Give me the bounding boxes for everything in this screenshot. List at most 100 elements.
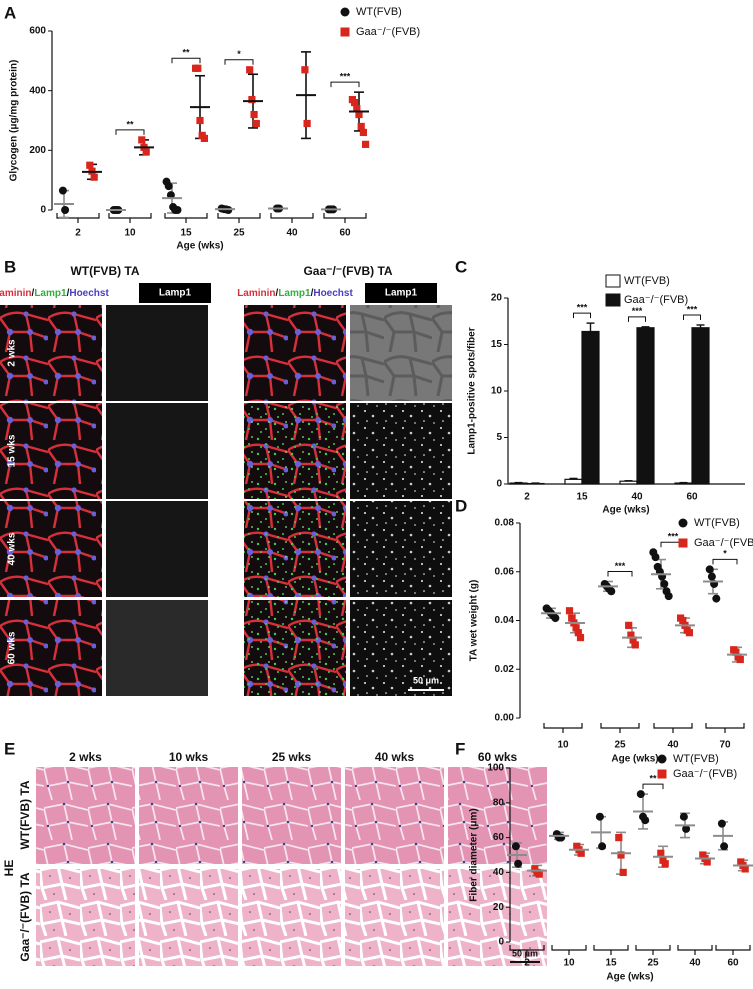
- row-label: Gaa⁻/⁻(FVB) TA: [18, 872, 32, 961]
- data-point: [629, 636, 637, 644]
- group-bracket: [543, 723, 583, 733]
- row-label: WT(FVB) TA: [18, 780, 32, 849]
- scale-bar-label: 50 μm: [413, 675, 439, 685]
- group-bracket: [164, 213, 208, 223]
- data-point: [86, 161, 94, 169]
- x-axis-label: Age (wks): [602, 505, 649, 516]
- significance-label: ***: [687, 304, 698, 314]
- bar: [564, 478, 583, 485]
- data-point: [572, 624, 580, 632]
- micrograph: [350, 403, 452, 499]
- x-tick-label: 15: [605, 958, 617, 969]
- significance-label: *: [723, 549, 727, 559]
- micrograph: [139, 869, 238, 966]
- data-point: [576, 633, 585, 642]
- legend-label: WT(FVB): [624, 275, 670, 287]
- stain-part: Lamp1: [278, 288, 311, 299]
- data-point: [574, 629, 582, 637]
- data-point: [568, 614, 576, 622]
- data-point: [682, 824, 691, 833]
- data-point: [357, 122, 365, 131]
- panel-letter: E: [4, 739, 15, 758]
- micrograph: [106, 305, 208, 401]
- data-point: [577, 849, 585, 857]
- group-bracket: [551, 945, 587, 955]
- data-point: [617, 851, 625, 859]
- scale-bar-label: 50 μm: [512, 948, 538, 958]
- data-point: [627, 631, 635, 639]
- legend-label: Gaa⁻/⁻(FVB): [694, 537, 753, 549]
- data-point: [61, 206, 70, 214]
- group-bracket: [323, 213, 367, 223]
- data-point: [703, 858, 711, 866]
- x-tick-label: 60: [339, 228, 351, 239]
- group-bracket: [108, 213, 152, 223]
- group-bracket: [653, 723, 693, 733]
- legend-marker: [678, 538, 688, 548]
- bar: [636, 327, 655, 485]
- bar: [619, 480, 638, 485]
- significance-bracket: [683, 314, 701, 320]
- data-point: [661, 860, 669, 868]
- micrograph: [36, 869, 135, 966]
- significance-bracket: [642, 783, 664, 790]
- data-point: [200, 134, 208, 142]
- y-tick-label: 0: [496, 479, 502, 490]
- y-axis-label: Lamp1-positive spots/fiber: [467, 327, 478, 454]
- stain-label: Laminin/Lamp1/Hoechst: [0, 288, 109, 299]
- data-point: [194, 64, 202, 72]
- data-point: [565, 607, 574, 615]
- micrograph: [106, 501, 208, 597]
- data-point: [557, 833, 566, 842]
- x-tick-label: 25: [614, 740, 626, 751]
- y-axis-label: TA wet weight (g): [469, 580, 480, 662]
- legend-swatch: [605, 293, 621, 307]
- micrograph: [244, 600, 346, 696]
- group-bracket: [705, 723, 745, 733]
- y-tick-label: 200: [29, 145, 46, 156]
- group-bracket: [593, 945, 629, 955]
- legend-label: Gaa⁻/⁻(FVB): [673, 768, 737, 780]
- group-bracket: [635, 945, 671, 955]
- data-point: [607, 587, 616, 596]
- micrograph: [244, 403, 346, 499]
- channel-box: [139, 283, 211, 303]
- micrograph: [350, 600, 452, 696]
- stain-part: Lamp1: [34, 288, 67, 299]
- column-header: 25 wks: [272, 750, 312, 764]
- x-tick-label: 2: [524, 492, 530, 503]
- data-point: [736, 655, 744, 664]
- channel-label: Lamp1: [159, 288, 192, 299]
- x-tick-label: 40: [631, 492, 643, 503]
- y-tick-label: 20: [491, 293, 503, 304]
- x-tick-label: 15: [576, 492, 588, 503]
- data-point: [615, 834, 623, 842]
- micrograph: [36, 767, 135, 864]
- x-axis-label: Age (wks): [611, 754, 658, 765]
- data-point: [707, 572, 716, 581]
- group-bracket: [509, 945, 545, 955]
- y-tick-label: 5: [496, 432, 502, 443]
- data-point: [359, 128, 367, 137]
- micrograph: [345, 869, 444, 966]
- significance-bracket: [224, 59, 254, 65]
- data-point: [362, 140, 370, 148]
- data-point: [636, 790, 645, 799]
- x-tick-label: 10: [557, 740, 569, 751]
- panel-letter: B: [4, 257, 16, 276]
- legend-label: WT(FVB): [356, 6, 402, 18]
- data-point: [619, 868, 627, 876]
- legend-label: WT(FVB): [673, 753, 719, 765]
- data-point: [90, 173, 98, 181]
- y-tick-label: 10: [491, 386, 503, 397]
- group-bracket: [600, 723, 640, 733]
- legend-label: Gaa⁻/⁻(FVB): [356, 26, 420, 38]
- significance-label: ***: [615, 561, 626, 571]
- significance-bracket: [573, 312, 591, 319]
- significance-label: *: [237, 49, 241, 59]
- micrograph: [345, 767, 444, 864]
- data-point: [720, 842, 729, 851]
- micrograph: [106, 403, 208, 499]
- legend-swatch: [605, 274, 621, 288]
